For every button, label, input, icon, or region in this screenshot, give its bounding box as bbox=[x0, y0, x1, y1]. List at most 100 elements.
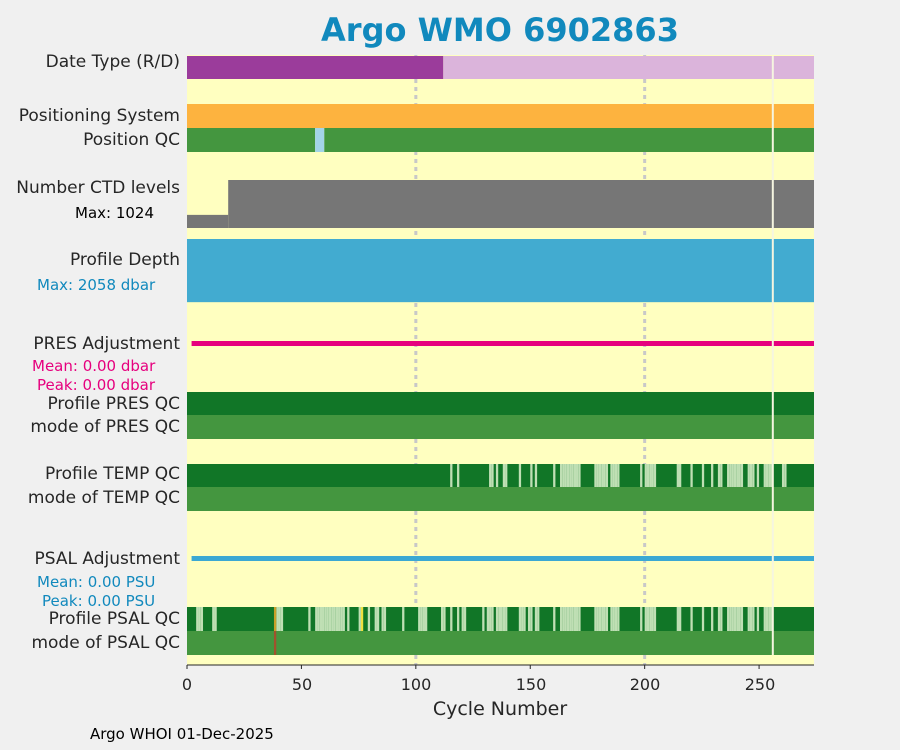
psal-qc-b-cell bbox=[598, 607, 602, 631]
x-tick-label: 100 bbox=[400, 675, 432, 694]
temp-qc-b-cell bbox=[530, 464, 533, 487]
temp-qc-b-cell bbox=[495, 464, 499, 487]
psal-qc-b-cell bbox=[603, 607, 606, 631]
psal-qc-b-cell bbox=[752, 607, 755, 631]
row-label-ctd-levels: Number CTD levels bbox=[16, 178, 180, 198]
ctd-levels-bar bbox=[187, 214, 229, 228]
temp-qc-b-cell bbox=[763, 464, 766, 487]
pres-mean-label: Mean: 0.00 dbar bbox=[32, 357, 156, 375]
temp-qc-b-cell bbox=[594, 464, 597, 487]
temp-qc-b-cell bbox=[617, 464, 620, 487]
temp-qc-b-cell bbox=[562, 464, 565, 487]
psal-qc-b-cell bbox=[422, 607, 425, 631]
psal-qc-b-cell bbox=[326, 607, 329, 631]
temp-qc-b-cell bbox=[491, 464, 494, 487]
temp-qc-b-cell bbox=[569, 464, 572, 487]
psal-qc-b-cell bbox=[491, 607, 494, 631]
temp-qc-b-cell bbox=[601, 464, 604, 487]
psal-qc-b-cell bbox=[612, 607, 615, 631]
psal-qc-b-cell bbox=[530, 607, 533, 631]
temp-qc-b-cell bbox=[678, 464, 682, 487]
psal-qc-b-cell bbox=[749, 607, 753, 631]
psal-qc-b-cell bbox=[358, 607, 361, 631]
psal-qc-b-cell bbox=[441, 607, 444, 631]
psal-qc-b-cell bbox=[727, 607, 730, 631]
psal-qc-b-cell bbox=[486, 607, 490, 631]
temp-qc-b-cell bbox=[653, 464, 657, 487]
temp-qc-b-cell bbox=[701, 464, 705, 487]
psal-qc-b-cell bbox=[402, 607, 405, 631]
row-label-position-qc: Position QC bbox=[83, 130, 180, 150]
psal-qc-b-cell bbox=[450, 607, 453, 631]
psal-qc-b-cell bbox=[614, 607, 618, 631]
psal-qc-b-cell bbox=[729, 607, 732, 631]
temp-qc-b-cell bbox=[731, 464, 734, 487]
psal-qc-b-cell bbox=[711, 607, 714, 631]
temp-qc-b-cell bbox=[605, 464, 609, 487]
date-type-segment bbox=[187, 56, 444, 79]
x-axis-label: Cycle Number bbox=[432, 698, 568, 720]
psal-qc-b-cell bbox=[518, 607, 522, 631]
temp-qc-b-cell bbox=[711, 464, 714, 487]
psal-qc-b-cell bbox=[578, 607, 581, 631]
psal-qc-b-cell bbox=[747, 607, 750, 631]
temp-qc-b-cell bbox=[553, 464, 556, 487]
temp-qc-b-cell bbox=[740, 464, 744, 487]
psal-qc-b-cell bbox=[331, 607, 334, 631]
psal-qc-b-cell bbox=[214, 607, 217, 631]
ctd-levels-bar bbox=[228, 180, 815, 228]
psal-qc-yellow-cell bbox=[360, 607, 364, 631]
psal-qc-b-cell bbox=[505, 607, 508, 631]
psal-qc-b-cell bbox=[562, 607, 565, 631]
x-tick-label: 250 bbox=[744, 675, 776, 694]
psal-qc-b-cell bbox=[340, 607, 343, 631]
psal-qc-b-cell bbox=[457, 607, 460, 631]
temp-qc-b-cell bbox=[518, 464, 522, 487]
temp-qc-b-cell bbox=[612, 464, 615, 487]
temp-qc-b-cell bbox=[502, 464, 506, 487]
temp-qc-b-cell bbox=[573, 464, 577, 487]
psal-qc-b-cell bbox=[335, 607, 339, 631]
position-qc-segment bbox=[324, 128, 814, 152]
temp-qc-b-cell bbox=[489, 464, 492, 487]
psal-qc-b-cell bbox=[768, 607, 771, 631]
x-tick-label: 0 bbox=[181, 675, 193, 694]
temp-qc-b-cell bbox=[559, 464, 563, 487]
x-tick-label: 50 bbox=[291, 675, 313, 694]
psal-qc-b-cell bbox=[502, 607, 506, 631]
temp-qc-b-cell bbox=[727, 464, 730, 487]
psal-qc-b-cell bbox=[646, 607, 650, 631]
psal-qc-b-cell bbox=[319, 607, 323, 631]
temp-qc-b-cell bbox=[457, 464, 460, 487]
psal-qc-b-cell bbox=[315, 607, 318, 631]
psal-qc-b-cell bbox=[720, 607, 723, 631]
psal-qc-b-cell bbox=[276, 607, 279, 631]
psal-qc-b-cell bbox=[653, 607, 657, 631]
psal-qc-c-cell bbox=[273, 607, 277, 631]
temp-qc-b-cell bbox=[603, 464, 606, 487]
temp-qc-b-cell bbox=[717, 464, 721, 487]
psal-qc-b-cell bbox=[212, 607, 215, 631]
psal-qc-b-cell bbox=[317, 607, 320, 631]
temp-qc-b-cell bbox=[781, 464, 785, 487]
psal-peak-label: Peak: 0.00 PSU bbox=[42, 592, 156, 610]
row-label-psal-adjustment: PSAL Adjustment bbox=[34, 549, 180, 569]
psal-qc-b-cell bbox=[534, 607, 538, 631]
temp-qc-b-cell bbox=[644, 464, 647, 487]
temp-qc-b-cell bbox=[646, 464, 650, 487]
x-tick-label: 150 bbox=[515, 675, 547, 694]
temp-qc-b-cell bbox=[578, 464, 581, 487]
row-label-mode-pres-qc: mode of PRES QC bbox=[30, 417, 180, 437]
temp-qc-b-cell bbox=[784, 464, 787, 487]
psal-qc-b-cell bbox=[740, 607, 744, 631]
psal-qc-b-cell bbox=[640, 607, 643, 631]
psal-qc-b-cell bbox=[367, 607, 371, 631]
depth-max-label: Max: 2058 dbar bbox=[37, 276, 156, 294]
psal-qc-b-cell bbox=[763, 607, 766, 631]
psal-qc-b-cell bbox=[500, 607, 503, 631]
psal-qc-b-cell bbox=[596, 607, 599, 631]
psal-qc-b-cell bbox=[374, 607, 377, 631]
psal-qc-b-cell bbox=[573, 607, 577, 631]
temp-qc-b-cell bbox=[450, 464, 453, 487]
plot-background bbox=[187, 55, 814, 665]
